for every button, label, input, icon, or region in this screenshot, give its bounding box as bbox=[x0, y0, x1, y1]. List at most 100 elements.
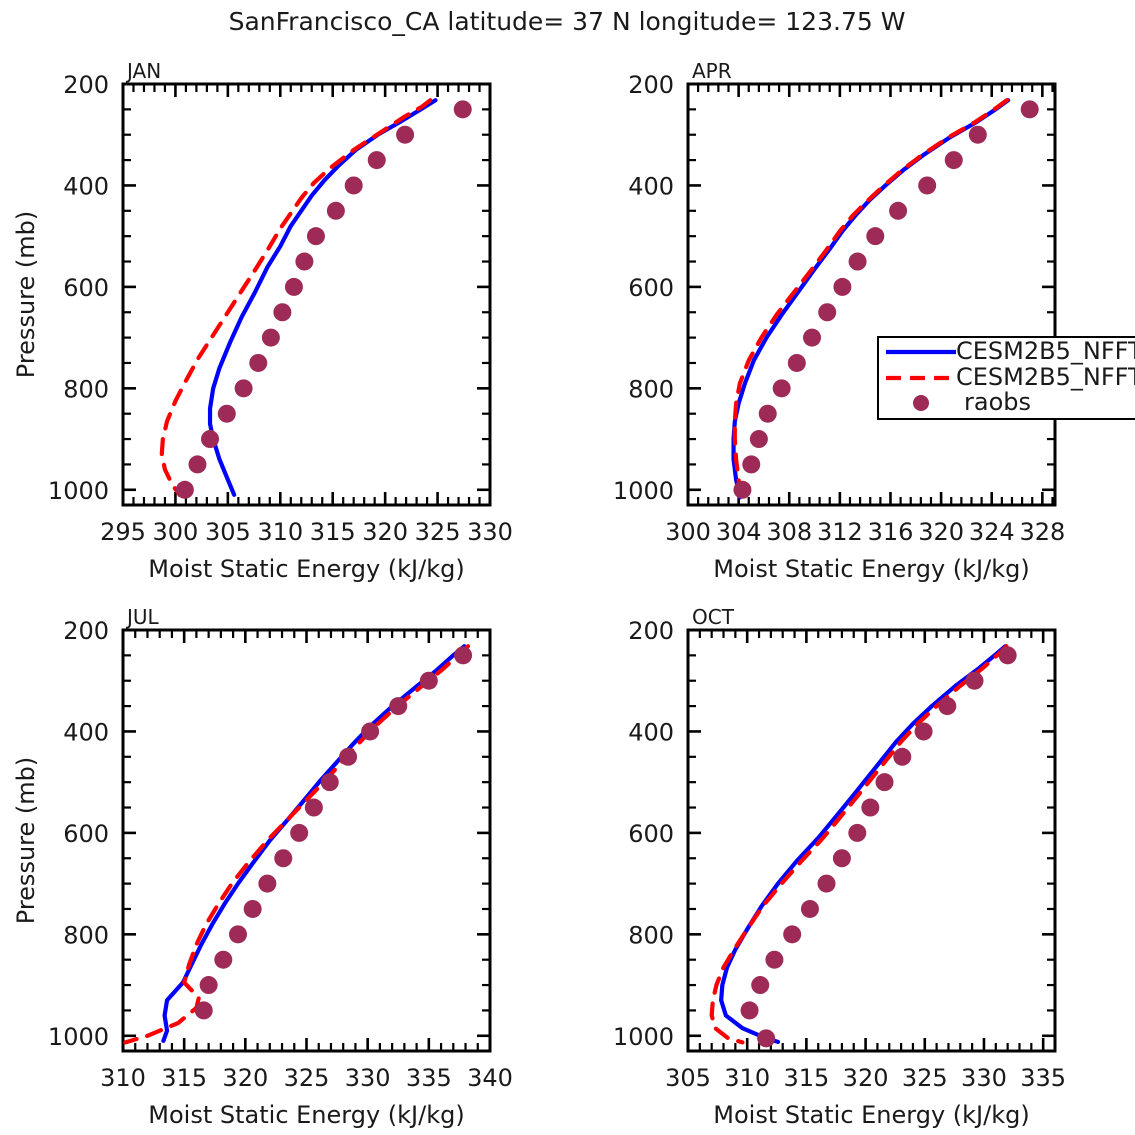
plot-frame bbox=[686, 628, 1057, 1053]
raobs-point bbox=[893, 747, 912, 766]
raobs-point bbox=[243, 899, 262, 918]
raobs-point bbox=[758, 404, 777, 423]
plot-frame bbox=[686, 82, 1057, 507]
y-tick-label: 400 bbox=[63, 718, 109, 746]
x-tick-label: 325 bbox=[415, 518, 461, 546]
legend-label-1: CESM2B5_NFFTA bbox=[956, 363, 1135, 391]
y-axis-label: Pressure (mb) bbox=[12, 211, 40, 378]
x-tick-label: 328 bbox=[1019, 518, 1065, 546]
raobs-point bbox=[217, 404, 236, 423]
raobs-point bbox=[320, 773, 339, 792]
raobs-point bbox=[740, 1001, 759, 1020]
y-tick-label: 200 bbox=[63, 71, 109, 99]
raobs-point bbox=[389, 697, 408, 716]
raobs-point bbox=[832, 849, 851, 868]
raobs-point bbox=[968, 125, 987, 144]
raobs-point bbox=[918, 176, 937, 195]
raobs-point bbox=[273, 303, 292, 322]
x-tick-label: 330 bbox=[467, 518, 513, 546]
legend-label-0: CESM2B5_NFFTA bbox=[956, 337, 1135, 365]
series-line-dashed bbox=[123, 644, 471, 1045]
raobs-point bbox=[742, 455, 761, 474]
raobs-point bbox=[419, 671, 438, 690]
x-tick-label: 325 bbox=[284, 1064, 330, 1092]
raobs-point bbox=[783, 925, 802, 944]
raobs-point bbox=[249, 353, 268, 372]
y-tick-label: 1000 bbox=[48, 477, 109, 505]
raobs-point bbox=[965, 671, 984, 690]
panel-apr: APR 300 304 308 312 316 320 324 328 200 400 600 800 1… bbox=[613, 59, 1065, 583]
x-tick-label: 320 bbox=[918, 518, 964, 546]
y-tick-label: 200 bbox=[63, 617, 109, 645]
x-tick-label: 295 bbox=[100, 518, 146, 546]
panel-label-jan: JAN bbox=[125, 59, 161, 83]
y-axis-label: Pressure (mb) bbox=[12, 757, 40, 924]
raobs-point bbox=[306, 227, 325, 246]
y-tick-label: 1000 bbox=[48, 1023, 109, 1051]
raobs-point bbox=[848, 252, 867, 271]
raobs-point bbox=[848, 823, 867, 842]
curves bbox=[159, 98, 438, 497]
raobs-point bbox=[339, 747, 358, 766]
x-tick-label: 340 bbox=[467, 1064, 513, 1092]
panel-label-jul: JUL bbox=[125, 605, 160, 629]
raobs-point bbox=[800, 899, 819, 918]
raobs-point bbox=[749, 430, 768, 449]
raobs-point bbox=[396, 125, 415, 144]
x-tick-label: 305 bbox=[665, 1064, 711, 1092]
y-tick-label: 800 bbox=[628, 375, 674, 403]
y-tick-label: 400 bbox=[628, 718, 674, 746]
raobs-point bbox=[757, 1029, 776, 1048]
raobs-point bbox=[258, 874, 277, 893]
raobs-point bbox=[201, 430, 220, 449]
raobs-point bbox=[803, 328, 822, 347]
x-tick-label: 335 bbox=[1020, 1064, 1066, 1092]
y-tick-label: 400 bbox=[628, 172, 674, 200]
raobs-point bbox=[944, 151, 963, 170]
raobs-point bbox=[361, 722, 380, 741]
x-axis-label: Moist Static Energy (kJ/kg) bbox=[148, 555, 464, 583]
raobs-point bbox=[326, 201, 345, 220]
x-tick-label: 315 bbox=[161, 1064, 207, 1092]
y-tick-label: 200 bbox=[628, 617, 674, 645]
x-tick-label: 316 bbox=[868, 518, 914, 546]
raobs-point bbox=[194, 1001, 213, 1020]
y-tick-label: 800 bbox=[63, 375, 109, 403]
y-tick-label: 600 bbox=[628, 274, 674, 302]
x-axis-label: Moist Static Energy (kJ/kg) bbox=[713, 1101, 1029, 1129]
x-tick-label: 330 bbox=[345, 1064, 391, 1092]
x-tick-label: 315 bbox=[310, 518, 356, 546]
x-tick-label: 305 bbox=[205, 518, 251, 546]
raobs-point bbox=[875, 773, 894, 792]
x-tick-label: 312 bbox=[817, 518, 863, 546]
raobs-point bbox=[454, 646, 473, 665]
scatter-raobs bbox=[740, 646, 1017, 1048]
series-line-solid bbox=[731, 98, 1011, 500]
raobs-point bbox=[938, 697, 957, 716]
raobs-point bbox=[866, 227, 885, 246]
raobs-point bbox=[453, 100, 472, 119]
series-line-dashed bbox=[732, 98, 1010, 500]
raobs-point bbox=[998, 646, 1017, 665]
curves bbox=[123, 644, 471, 1045]
x-tick-label: 315 bbox=[783, 1064, 829, 1092]
y-tick-label: 1000 bbox=[613, 1023, 674, 1051]
raobs-point bbox=[1020, 100, 1039, 119]
raobs-point bbox=[199, 976, 218, 995]
x-tick-label: 304 bbox=[716, 518, 762, 546]
x-tick-label: 300 bbox=[153, 518, 199, 546]
x-tick-label: 310 bbox=[257, 518, 303, 546]
raobs-point bbox=[861, 798, 880, 817]
panel-jul: JUL 310 315 320 325 330 335 340 200 400 600 800 1000… bbox=[12, 605, 513, 1129]
raobs-point bbox=[914, 722, 933, 741]
raobs-point bbox=[751, 976, 770, 995]
x-tick-label: 310 bbox=[724, 1064, 770, 1092]
raobs-point bbox=[833, 277, 852, 296]
series-line-solid bbox=[719, 644, 1008, 1044]
raobs-point bbox=[304, 798, 323, 817]
raobs-point bbox=[817, 874, 836, 893]
x-tick-label: 320 bbox=[843, 1064, 889, 1092]
x-tick-label: 308 bbox=[766, 518, 812, 546]
y-tick-label: 1000 bbox=[613, 477, 674, 505]
